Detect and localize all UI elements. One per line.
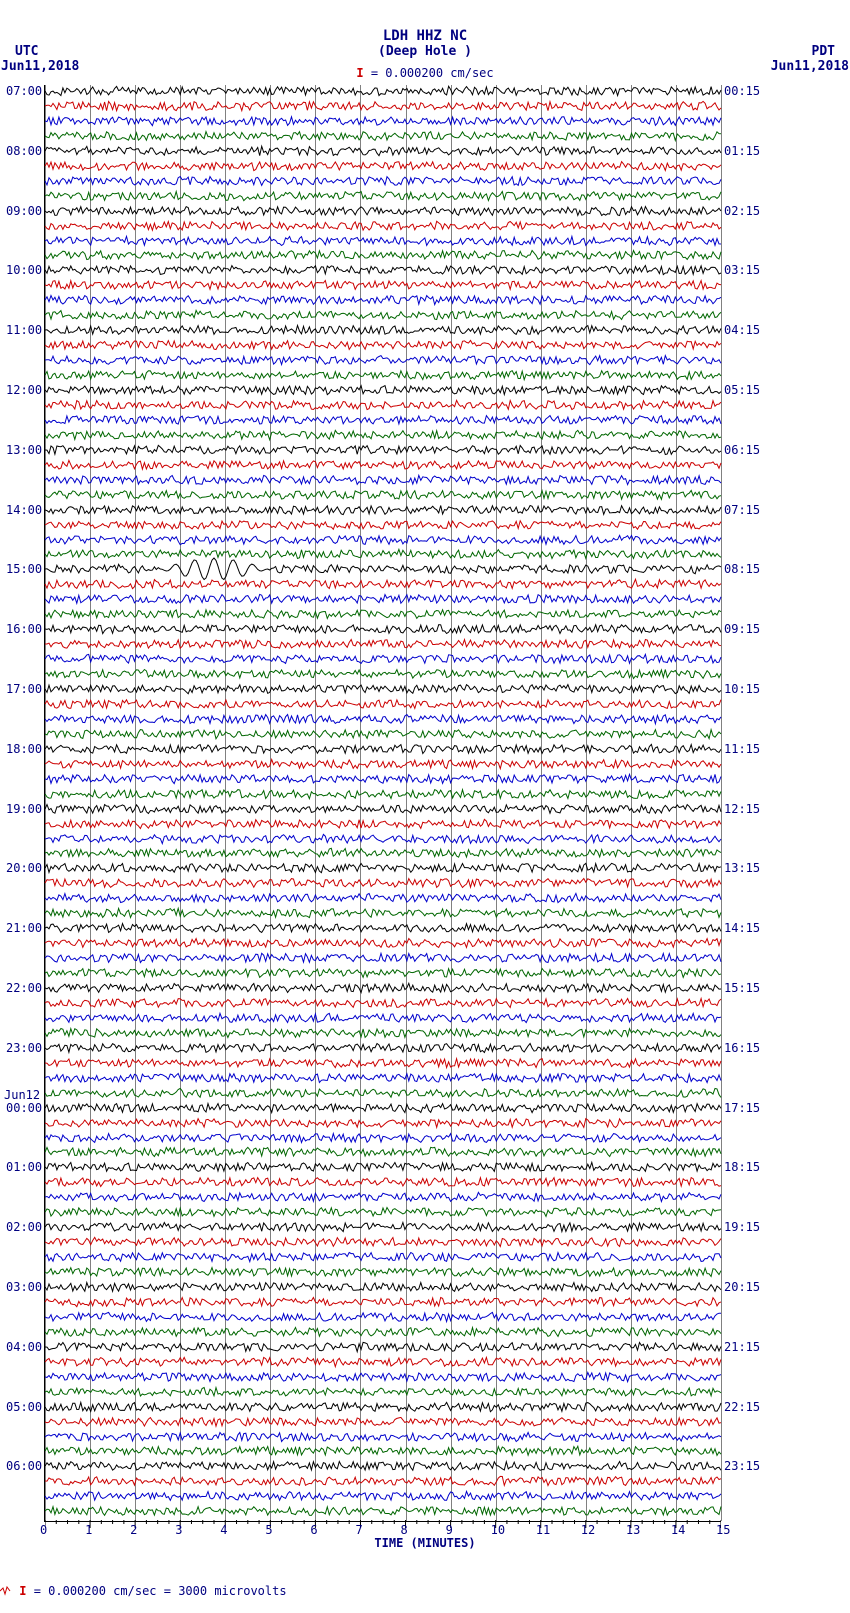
seismogram-plot — [44, 85, 721, 1522]
utc-time-label: 23:00 — [6, 1041, 42, 1055]
utc-time-label: 17:00 — [6, 682, 42, 696]
pdt-time-label: 18:15 — [724, 1160, 760, 1174]
pdt-time-label: 09:15 — [724, 622, 760, 636]
pdt-time-label: 08:15 — [724, 562, 760, 576]
pdt-time-label: 07:15 — [724, 503, 760, 517]
utc-time-label: 11:00 — [6, 323, 42, 337]
pdt-time-label: 05:15 — [724, 383, 760, 397]
xtick-label: 8 — [401, 1523, 408, 1537]
utc-time-label: 00:00 — [6, 1101, 42, 1115]
xtick-label: 7 — [355, 1523, 362, 1537]
xtick-label: 10 — [491, 1523, 505, 1537]
xtick-label: 2 — [130, 1523, 137, 1537]
pdt-time-label: 02:15 — [724, 204, 760, 218]
tz-left-label: UTC — [15, 44, 38, 59]
utc-time-label: 03:00 — [6, 1280, 42, 1294]
utc-time-label: 20:00 — [6, 861, 42, 875]
xtick-label: 14 — [671, 1523, 685, 1537]
footer-scale: I = 0.000200 cm/sec = 3000 microvolts — [0, 1584, 287, 1599]
xtick-label: 6 — [310, 1523, 317, 1537]
utc-time-label: 19:00 — [6, 802, 42, 816]
utc-time-label: 12:00 — [6, 383, 42, 397]
pdt-time-label: 00:15 — [724, 84, 760, 98]
utc-time-label: 16:00 — [6, 622, 42, 636]
xtick-label: 5 — [265, 1523, 272, 1537]
date-right-label: Jun11,2018 — [771, 59, 849, 74]
utc-time-label: 13:00 — [6, 443, 42, 457]
pdt-time-label: 12:15 — [724, 802, 760, 816]
day-marker-left: Jun12 — [4, 1088, 40, 1102]
pdt-time-label: 03:15 — [724, 263, 760, 277]
xtick-label: 4 — [220, 1523, 227, 1537]
xaxis-label: TIME (MINUTES) — [0, 1536, 850, 1550]
xtick-label: 13 — [626, 1523, 640, 1537]
xtick-label: 1 — [85, 1523, 92, 1537]
pdt-time-label: 23:15 — [724, 1459, 760, 1473]
seismic-trace — [45, 1497, 721, 1525]
seismogram-container: LDH HHZ NC (Deep Hole ) I = 0.000200 cm/… — [0, 0, 850, 1613]
utc-time-label: 05:00 — [6, 1400, 42, 1414]
xtick-label: 9 — [446, 1523, 453, 1537]
pdt-time-label: 22:15 — [724, 1400, 760, 1414]
utc-time-label: 06:00 — [6, 1459, 42, 1473]
pdt-time-label: 10:15 — [724, 682, 760, 696]
gridline-v — [721, 85, 722, 1521]
pdt-time-label: 13:15 — [724, 861, 760, 875]
date-left-label: Jun11,2018 — [1, 59, 79, 74]
xtick-label: 11 — [536, 1523, 550, 1537]
utc-time-label: 04:00 — [6, 1340, 42, 1354]
utc-time-label: 10:00 — [6, 263, 42, 277]
utc-time-label: 18:00 — [6, 742, 42, 756]
pdt-time-label: 14:15 — [724, 921, 760, 935]
pdt-time-label: 15:15 — [724, 981, 760, 995]
pdt-time-label: 06:15 — [724, 443, 760, 457]
xtick-label: 3 — [175, 1523, 182, 1537]
utc-time-label: 15:00 — [6, 562, 42, 576]
xtick-label: 15 — [716, 1523, 730, 1537]
xtick-label: 12 — [581, 1523, 595, 1537]
utc-time-label: 21:00 — [6, 921, 42, 935]
utc-time-label: 22:00 — [6, 981, 42, 995]
utc-time-label: 02:00 — [6, 1220, 42, 1234]
pdt-time-label: 04:15 — [724, 323, 760, 337]
pdt-time-label: 21:15 — [724, 1340, 760, 1354]
utc-time-label: 08:00 — [6, 144, 42, 158]
pdt-time-label: 17:15 — [724, 1101, 760, 1115]
pdt-time-label: 11:15 — [724, 742, 760, 756]
xtick-label: 0 — [40, 1523, 47, 1537]
utc-time-label: 14:00 — [6, 503, 42, 517]
utc-time-label: 07:00 — [6, 84, 42, 98]
pdt-time-label: 16:15 — [724, 1041, 760, 1055]
pdt-time-label: 20:15 — [724, 1280, 760, 1294]
station-title: LDH HHZ NC — [0, 28, 850, 44]
tz-right-label: PDT — [812, 44, 835, 59]
pdt-time-label: 01:15 — [724, 144, 760, 158]
utc-time-label: 09:00 — [6, 204, 42, 218]
utc-time-label: 01:00 — [6, 1160, 42, 1174]
station-subtitle: (Deep Hole ) — [0, 44, 850, 59]
pdt-time-label: 19:15 — [724, 1220, 760, 1234]
